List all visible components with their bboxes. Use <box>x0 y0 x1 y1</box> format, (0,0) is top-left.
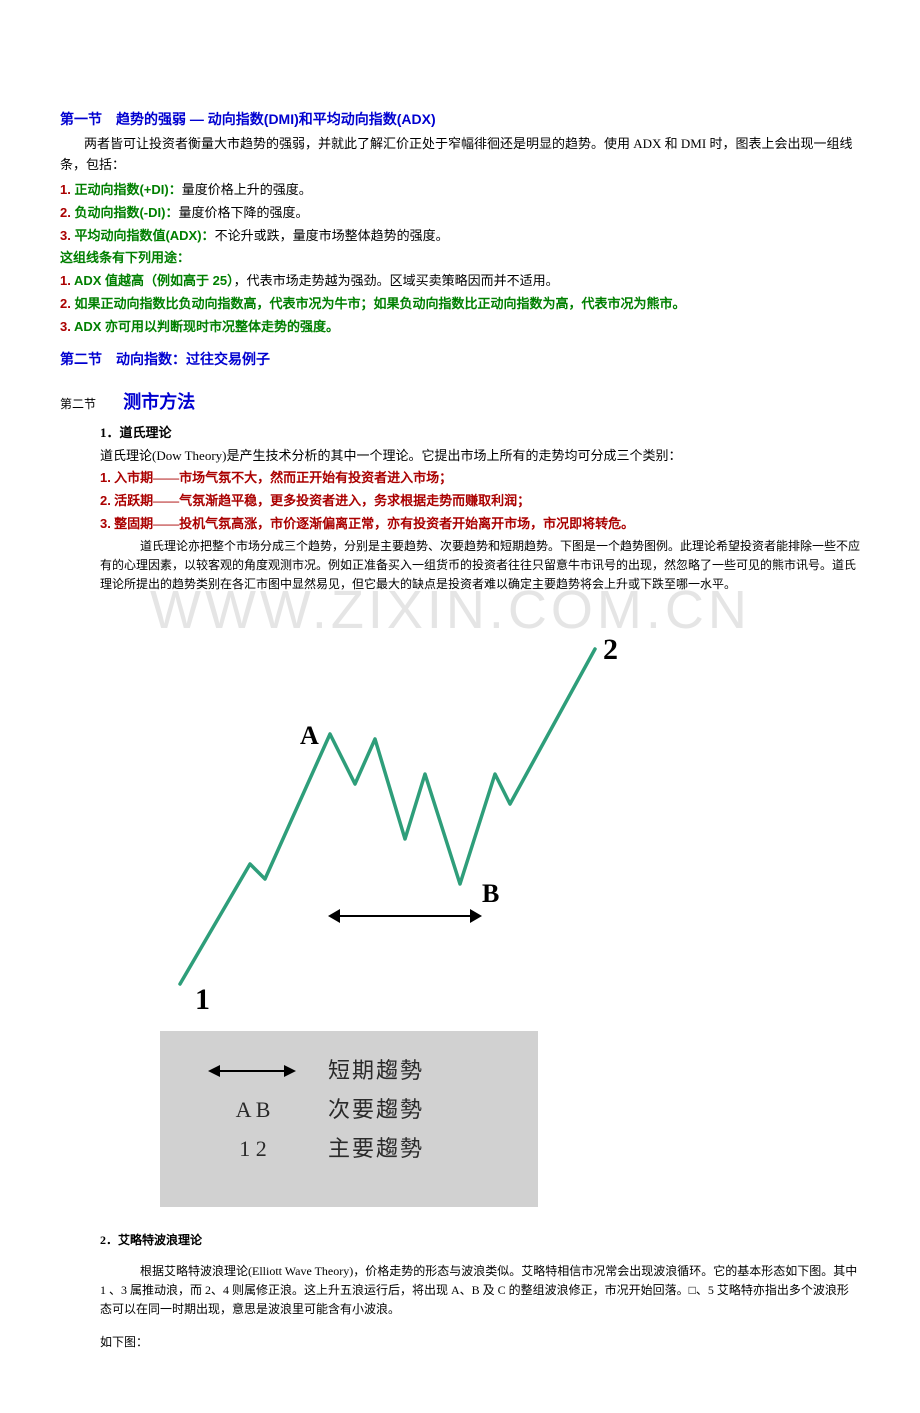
text: 整固期——投机气氛高涨，市价逐渐偏离正常，亦有投资者开始离开市场，市况即将转危。 <box>111 516 634 531</box>
dow-para: 道氏理论亦把整个市场分成三个趋势，分别是主要趋势、次要趋势和短期趋势。下图是一个… <box>100 537 860 595</box>
elliott-title: 2．艾略特波浪理论 <box>100 1231 860 1250</box>
legend-row-2: A B 次要趨勢 <box>208 1092 518 1127</box>
s1-use-3: 3. ADX 亦可用以判断现时市况整体走势的强度。 <box>60 317 860 338</box>
dow-title: 1．道氏理论 <box>100 423 860 444</box>
trend-chart-svg: A B 1 2 <box>160 614 620 1014</box>
elliott-outro: 如下图： <box>100 1333 860 1352</box>
svg-text:A: A <box>300 721 319 750</box>
num: 3. <box>60 319 71 334</box>
desc: 不论升或跌，量度市场整体趋势的强度。 <box>215 228 449 243</box>
num: 2. <box>60 205 71 220</box>
num: 3. <box>100 516 111 531</box>
dow-item-1: 1. 入市期——市场气氛不大，然而正开始有投资者进入市场； <box>100 468 860 489</box>
label: 正动向指数(+DI)： <box>71 182 182 197</box>
para-text: 道氏理论亦把整个市场分成三个趋势，分别是主要趋势、次要趋势和短期趋势。下图是一个… <box>100 539 860 591</box>
legend-12: 1 2 <box>208 1131 298 1166</box>
legend-row-1: 短期趨勢 <box>208 1053 518 1088</box>
legend-label-1: 短期趨勢 <box>298 1053 518 1088</box>
para-text: 根据艾略特波浪理论(Elliott Wave Theory)，价格走势的形态与波… <box>100 1264 857 1316</box>
trend-chart: A B 1 2 <box>160 614 600 1021</box>
section2-header: 第二节 动向指数：过往交易例子 <box>60 348 860 370</box>
desc: 量度价格下降的强度。 <box>178 205 308 220</box>
uses-header: 这组线条有下列用途： <box>60 248 860 269</box>
num: 3. <box>60 228 71 243</box>
elliott-para: 根据艾略特波浪理论(Elliott Wave Theory)，价格走势的形态与波… <box>100 1262 860 1320</box>
section1-intro: 两者皆可让投资者衡量大市趋势的强弱，并就此了解汇价正处于窄幅徘徊还是明显的趋势。… <box>60 134 860 176</box>
legend-ab: A B <box>208 1092 298 1127</box>
desc: ，代表市场走势越为强劲。区域买卖策略因而并不适用。 <box>234 273 559 288</box>
num: 2. <box>60 296 71 311</box>
num: 1. <box>60 273 71 288</box>
num: 1. <box>60 182 71 197</box>
legend-label-2: 次要趨勢 <box>298 1092 518 1127</box>
svg-text:1: 1 <box>195 983 210 1014</box>
s1-use-1: 1. ADX 值越高（例如高于 25），代表市场走势越为强劲。区域买卖策略因而并… <box>60 271 860 292</box>
s1-item-2: 2. 负动向指数(-DI)：量度价格下降的强度。 <box>60 203 860 224</box>
label: ADX 值越高（例如高于 25） <box>71 273 234 288</box>
desc: 量度价格上升的强度。 <box>182 182 312 197</box>
legend-arrow <box>208 1062 298 1080</box>
label: 如果正动向指数比负动向指数高，代表市况为牛市；如果负动向指数比正动向指数为高，代… <box>71 296 686 311</box>
text: 活跃期——气氛渐趋平稳，更多投资者进入，务求根据走势而赚取利润； <box>111 493 530 508</box>
label: 平均动向指数值(ADX)： <box>71 228 215 243</box>
legend-box: 短期趨勢 A B 次要趨勢 1 2 主要趨勢 <box>160 1031 538 1207</box>
num: 1. <box>100 470 111 485</box>
intro-text: 两者皆可让投资者衡量大市趋势的强弱，并就此了解汇价正处于窄幅徘徊还是明显的趋势。… <box>60 136 852 172</box>
label: 负动向指数(-DI)： <box>71 205 179 220</box>
num: 2. <box>100 493 111 508</box>
label: ADX 亦可用以判断现时市况整体走势的强度。 <box>71 319 339 334</box>
legend-label-3: 主要趨勢 <box>298 1131 518 1166</box>
dow-item-2: 2. 活跃期——气氛渐趋平稳，更多投资者进入，务求根据走势而赚取利润； <box>100 491 860 512</box>
legend-row-3: 1 2 主要趨勢 <box>208 1131 518 1166</box>
text: 入市期——市场气氛不大，然而正开始有投资者进入市场； <box>111 470 452 485</box>
svg-text:B: B <box>482 879 499 908</box>
s1-use-2: 2. 如果正动向指数比负动向指数高，代表市况为牛市；如果负动向指数比正动向指数为… <box>60 294 860 315</box>
section2b-header: 第二节 测市方法 <box>60 388 860 417</box>
dow-intro: 道氏理论(Dow Theory)是产生技术分析的其中一个理论。它提出市场上所有的… <box>100 446 860 467</box>
s1-item-3: 3. 平均动向指数值(ADX)：不论升或跌，量度市场整体趋势的强度。 <box>60 226 860 247</box>
svg-text:2: 2 <box>603 633 618 666</box>
title: 测市方法 <box>123 392 195 412</box>
section1-header: 第一节 趋势的强弱 — 动向指数(DMI)和平均动向指数(ADX) <box>60 108 860 130</box>
s1-item-1: 1. 正动向指数(+DI)：量度价格上升的强度。 <box>60 180 860 201</box>
dow-item-3: 3. 整固期——投机气氛高涨，市价逐渐偏离正常，亦有投资者开始离开市场，市况即将… <box>100 514 860 535</box>
prefix: 第二节 <box>60 397 96 411</box>
